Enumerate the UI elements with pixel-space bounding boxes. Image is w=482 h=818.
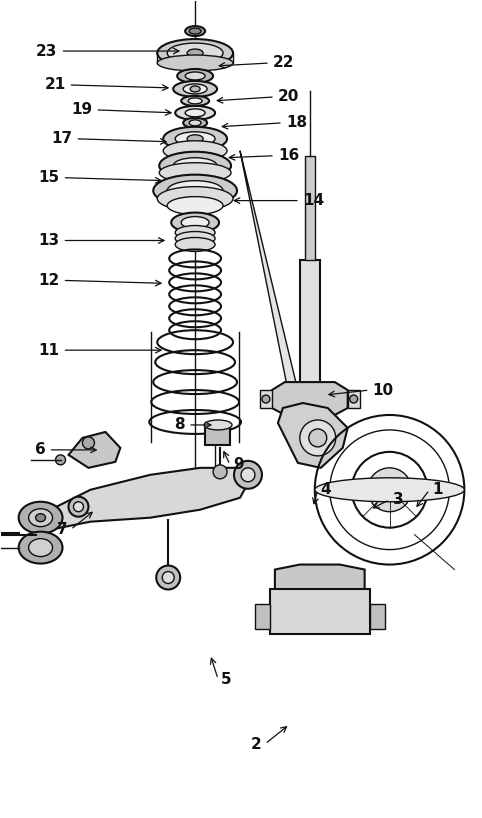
Ellipse shape [189,28,201,34]
Ellipse shape [28,538,53,556]
Text: 21: 21 [44,78,66,92]
Text: 23: 23 [36,43,57,59]
Circle shape [213,465,227,479]
Circle shape [234,461,262,489]
Polygon shape [272,382,348,422]
Text: 6: 6 [35,443,46,457]
Polygon shape [31,468,250,529]
Circle shape [82,437,94,449]
Ellipse shape [173,81,217,97]
Text: 13: 13 [39,233,59,248]
Polygon shape [300,260,320,430]
Polygon shape [270,590,370,634]
Text: 19: 19 [71,102,93,117]
Ellipse shape [183,84,207,94]
Text: 9: 9 [233,457,243,472]
Text: 17: 17 [52,131,72,146]
Circle shape [162,572,174,583]
Ellipse shape [188,98,202,104]
Ellipse shape [181,217,209,228]
Ellipse shape [175,106,215,119]
Text: 12: 12 [38,273,59,288]
Ellipse shape [153,175,237,207]
Ellipse shape [183,118,207,128]
Ellipse shape [157,39,233,67]
Ellipse shape [173,158,217,173]
Circle shape [241,468,255,482]
Ellipse shape [171,213,219,232]
Ellipse shape [175,226,215,240]
Text: 7: 7 [57,522,67,537]
Polygon shape [305,155,315,260]
Text: 10: 10 [373,383,394,398]
Ellipse shape [19,532,63,564]
Text: 3: 3 [392,492,403,507]
Circle shape [309,429,327,447]
Ellipse shape [175,237,215,251]
Ellipse shape [185,26,205,36]
Circle shape [262,395,270,403]
Polygon shape [275,564,365,600]
Text: 16: 16 [278,148,299,164]
Ellipse shape [36,514,46,522]
Ellipse shape [159,152,231,180]
Circle shape [73,501,83,512]
Ellipse shape [204,420,232,430]
Polygon shape [260,390,272,408]
Ellipse shape [163,127,227,151]
Text: 22: 22 [273,56,295,70]
Text: 14: 14 [303,193,324,208]
Text: 4: 4 [321,483,332,497]
Text: 1: 1 [432,483,443,497]
Circle shape [368,468,412,512]
Ellipse shape [175,231,215,245]
Ellipse shape [167,181,223,200]
Polygon shape [205,425,230,445]
Text: 20: 20 [278,89,299,105]
Ellipse shape [185,72,205,80]
Circle shape [380,480,400,500]
Circle shape [300,420,336,456]
Text: 15: 15 [39,170,59,185]
Circle shape [55,455,66,465]
Text: 8: 8 [174,417,185,433]
Polygon shape [240,151,310,450]
Ellipse shape [181,96,209,106]
Ellipse shape [163,141,227,160]
Polygon shape [68,432,120,468]
Ellipse shape [157,187,233,210]
Circle shape [156,565,180,590]
Ellipse shape [19,501,63,533]
Ellipse shape [185,109,205,117]
Text: 18: 18 [286,115,307,130]
Text: 11: 11 [39,343,59,357]
Text: 5: 5 [221,672,232,687]
Ellipse shape [177,69,213,83]
Ellipse shape [167,43,223,63]
Ellipse shape [167,196,223,214]
Ellipse shape [175,132,215,146]
Circle shape [349,395,358,403]
Text: 2: 2 [251,736,262,752]
Ellipse shape [315,478,464,501]
Ellipse shape [187,49,203,57]
Polygon shape [348,390,360,408]
Ellipse shape [157,55,233,71]
Circle shape [68,497,88,517]
Polygon shape [370,605,385,629]
Polygon shape [278,403,348,468]
Ellipse shape [187,135,203,143]
Polygon shape [255,605,270,629]
Ellipse shape [159,163,231,182]
Ellipse shape [28,509,53,527]
Ellipse shape [189,119,201,126]
Ellipse shape [190,86,200,92]
